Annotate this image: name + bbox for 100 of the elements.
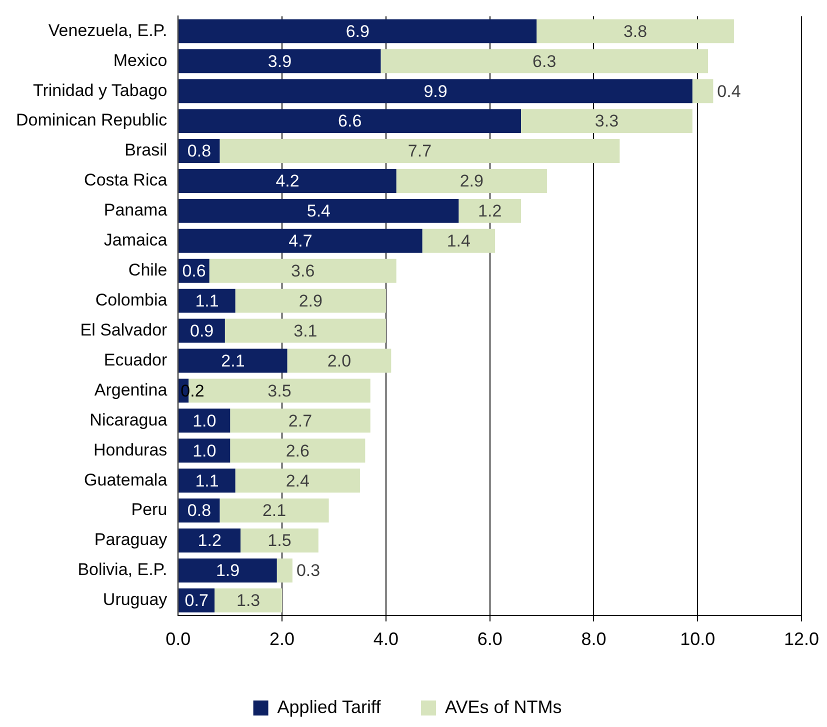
x-tick-label: 0.0 <box>166 629 191 650</box>
data-label: 6.9 <box>346 22 370 41</box>
data-label: 1.2 <box>478 202 502 221</box>
data-label: 6.3 <box>532 52 556 71</box>
bar <box>422 228 496 253</box>
x-tick-label: 6.0 <box>477 629 502 650</box>
bar <box>178 558 277 582</box>
data-label: 3.3 <box>594 112 619 131</box>
bar <box>287 348 392 373</box>
data-label: 1.0 <box>192 441 216 460</box>
bar <box>178 318 225 343</box>
data-label: 2.7 <box>288 411 312 430</box>
bar <box>178 109 521 134</box>
data-label: 3.6 <box>291 262 315 281</box>
bar <box>536 19 734 44</box>
data-label: 0.7 <box>184 591 208 610</box>
data-label: 0.8 <box>187 501 212 520</box>
bar <box>240 528 318 552</box>
bar <box>396 168 547 193</box>
data-label: 0.6 <box>182 262 206 281</box>
bar <box>224 318 386 343</box>
data-label: 1.9 <box>216 561 240 580</box>
data-label: 1.3 <box>236 591 260 610</box>
bar <box>220 498 329 523</box>
legend-label: Applied Tariff <box>277 696 382 717</box>
x-tick-label: 8.0 <box>581 629 606 650</box>
bar <box>178 468 236 493</box>
y-tick-label: Trinidad y Tabago <box>32 80 168 100</box>
y-tick-label: Mexico <box>113 50 168 70</box>
data-label: 1.1 <box>195 292 219 311</box>
data-label: 4.2 <box>276 172 300 191</box>
y-tick-label: Honduras <box>93 440 168 460</box>
bar <box>235 468 360 493</box>
bar <box>178 79 692 104</box>
bar <box>178 288 236 313</box>
data-label: 1.5 <box>268 531 292 550</box>
x-tick-label: 2.0 <box>270 629 295 650</box>
data-label: 6.6 <box>338 112 362 131</box>
bar <box>209 258 396 283</box>
data-label: 0.8 <box>187 142 212 161</box>
y-tick-label: Argentina <box>94 380 168 400</box>
data-label: 4.7 <box>288 232 312 251</box>
bar <box>178 168 396 193</box>
bar <box>380 49 708 74</box>
y-tick-label: Brasil <box>124 140 168 160</box>
data-label: 0.3 <box>296 561 320 580</box>
y-tick-label: El Salvador <box>80 320 168 340</box>
y-tick-label: Panama <box>104 200 168 220</box>
bar <box>214 588 282 612</box>
bar <box>458 198 521 223</box>
bar <box>276 558 292 582</box>
y-tick-label: Paraguay <box>94 530 168 550</box>
data-label: 5.4 <box>306 202 330 221</box>
bar <box>220 139 620 164</box>
y-tick-label: Guatemala <box>84 470 168 490</box>
data-label: 7.7 <box>408 142 432 161</box>
data-label: 9.9 <box>424 82 448 101</box>
bar <box>178 528 241 552</box>
data-label: 3.1 <box>294 321 318 340</box>
data-label: 1.4 <box>446 232 470 251</box>
legend-label: AVEs of NTMs <box>445 696 562 717</box>
y-tick-label: Venezuela, E.P. <box>48 20 168 40</box>
data-label: 3.8 <box>623 22 648 41</box>
bar <box>178 228 422 253</box>
y-tick-label: Jamaica <box>104 230 168 250</box>
bar <box>230 438 366 463</box>
y-tick-label: Dominican Republic <box>16 110 168 130</box>
data-label: 2.6 <box>286 441 310 460</box>
y-tick-label: Costa Rica <box>84 170 168 190</box>
bar <box>178 408 230 433</box>
y-tick-label: Bolivia, E.P. <box>78 560 168 580</box>
x-tick-label: 12.0 <box>784 629 820 650</box>
y-tick-label: Chile <box>128 260 168 280</box>
bar <box>235 288 386 313</box>
bar <box>178 348 288 373</box>
data-label: 2.4 <box>286 471 310 490</box>
data-label: 2.1 <box>262 501 286 520</box>
data-label: 2.9 <box>460 172 484 191</box>
y-tick-label: Peru <box>131 500 168 520</box>
x-tick-label: 10.0 <box>680 629 716 650</box>
bar <box>178 49 381 74</box>
data-label: 2.0 <box>327 351 352 370</box>
y-tick-label: Colombia <box>95 290 168 310</box>
data-label: 3.9 <box>268 52 292 71</box>
data-label: 1.2 <box>198 531 222 550</box>
data-label: 0.4 <box>717 82 741 101</box>
data-label: 3.5 <box>268 381 292 400</box>
bar <box>178 438 230 463</box>
data-label: 2.1 <box>221 351 245 370</box>
y-tick-label: Nicaragua <box>90 410 168 430</box>
bar <box>692 79 714 104</box>
bar <box>178 19 537 44</box>
bar <box>521 109 692 134</box>
data-label: 0.9 <box>190 321 214 340</box>
x-tick-label: 4.0 <box>373 629 398 650</box>
y-tick-label: Uruguay <box>102 590 168 610</box>
data-label: 1.1 <box>195 471 219 490</box>
data-label: 1.0 <box>192 411 216 430</box>
bar <box>230 408 370 433</box>
y-tick-label: Ecuador <box>104 350 168 370</box>
